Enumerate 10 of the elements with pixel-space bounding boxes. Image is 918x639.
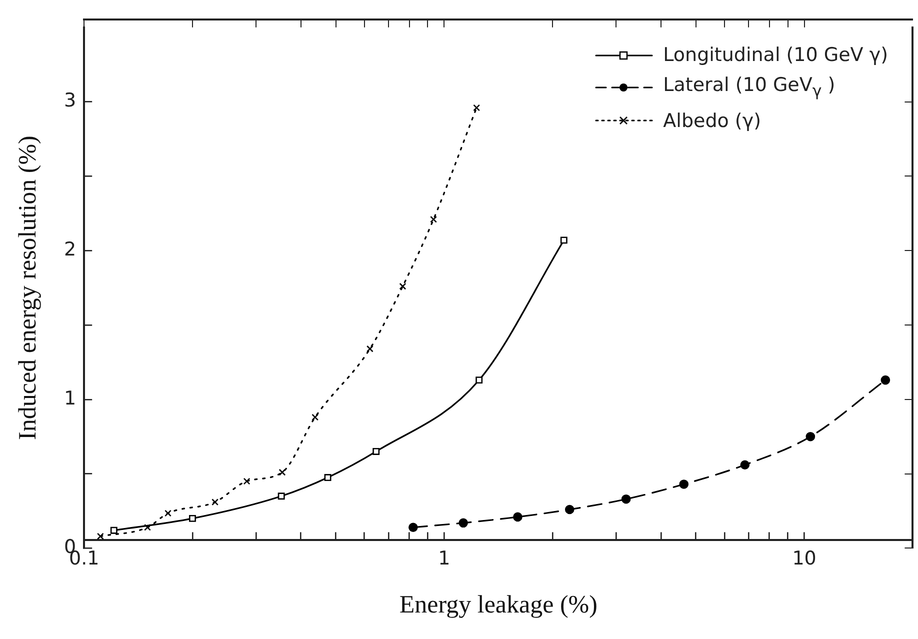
y-tick-label: 1: [64, 387, 76, 410]
x-axis-title: Energy leakage (%): [399, 592, 598, 619]
y-tick-label: 2: [64, 238, 76, 261]
x-tick-label: 1: [438, 548, 450, 570]
y-tick-label: 3: [64, 90, 76, 112]
x-tick-label: 10: [792, 548, 816, 570]
legend-label: Longitudinal (10 GeV γ): [663, 43, 888, 68]
y-axis-title: Induced energy resolution (%): [14, 136, 42, 440]
legend-label: Albedo (γ): [663, 108, 761, 134]
legend-label: Lateral (10 GeV$_{γ}$ ): [663, 73, 836, 102]
